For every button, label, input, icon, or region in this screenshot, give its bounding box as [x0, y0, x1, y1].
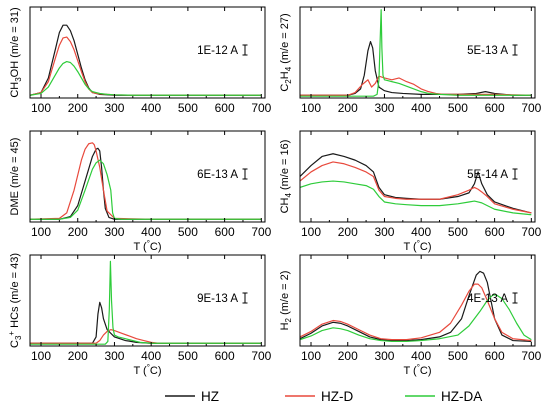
x-tick-label: 500: [448, 349, 468, 363]
x-axis-title: T (°C): [133, 239, 161, 253]
x-axis-title: T (°C): [403, 239, 431, 253]
x-tick-label: 300: [104, 349, 124, 363]
series-line-hz: [30, 24, 262, 96]
x-tick-label: 400: [411, 225, 431, 239]
x-tick-label: 100: [301, 101, 321, 115]
plot-frame: [299, 254, 536, 347]
series-line-hz: [30, 301, 262, 344]
y-axis-title: C2H4 (m/e = 27): [279, 13, 293, 91]
x-axis-title: T (°C): [403, 363, 431, 377]
x-tick-label: 600: [485, 101, 505, 115]
x-tick-label: 100: [31, 225, 51, 239]
x-tick-label: 300: [104, 101, 124, 115]
x-tick-label: 200: [338, 101, 358, 115]
legend-item-hz-da: HZ-DA: [405, 389, 482, 404]
y-axis-title: C3+ HCs (m/e = 43): [7, 253, 23, 348]
x-tick-label: 200: [338, 349, 358, 363]
series-line-hz-da: [30, 60, 262, 96]
x-tick-label: 200: [338, 225, 358, 239]
x-tick-label: 100: [301, 349, 321, 363]
plot-frame: [299, 130, 536, 223]
y-axis-title: DME (m/e = 45): [9, 138, 21, 216]
scale-bar-label: 9E-13 A: [197, 293, 238, 305]
x-tick-label: 500: [448, 101, 468, 115]
x-tick-label: 600: [215, 349, 235, 363]
x-tick-label: 200: [68, 349, 88, 363]
plot-frame: [29, 130, 266, 223]
x-tick-label: 500: [178, 349, 198, 363]
x-tick-label: 100: [301, 225, 321, 239]
y-axis-title: CH4 (m/e = 16): [279, 140, 293, 214]
x-tick-label: 400: [141, 101, 161, 115]
series-line-hz-da: [30, 260, 262, 345]
x-tick-label: 300: [374, 225, 394, 239]
panel-4: 100 200 300 400 500 600 700 T (°C) CH4 (m/e = 16…: [279, 130, 542, 253]
series-line-hz-da: [300, 294, 532, 343]
x-axis-title: T (°C): [133, 363, 161, 377]
series-line-hz: [30, 147, 262, 220]
scale-bar-label: 1E-12 A: [197, 45, 238, 57]
x-tick-label: 700: [251, 225, 271, 239]
panel-6: 100 200 300 400 500 600 700 T (°C) H2 (m/e = 2) 4…: [279, 254, 542, 377]
panel-2: 100 200 300 400 500 600 700 C2H4 (m/e = 27) 5E-1…: [279, 6, 542, 115]
x-tick-label: 700: [521, 349, 541, 363]
x-tick-label: 200: [68, 101, 88, 115]
x-tick-label: 500: [448, 225, 468, 239]
series-line-hz-da: [300, 180, 532, 216]
x-tick-label: 100: [31, 101, 51, 115]
panel-5: 100 200 300 400 500 600 700 T (°C) C3+ HCs (m/e …: [7, 253, 272, 377]
y-axis-title: CH3OH (m/e = 31): [9, 7, 23, 97]
x-tick-label: 500: [178, 101, 198, 115]
plot-frame: [29, 6, 266, 99]
series-line-hz-da: [30, 159, 262, 220]
series-line-hz-da: [300, 9, 532, 97]
x-tick-label: 300: [374, 349, 394, 363]
x-tick-label: 600: [215, 101, 235, 115]
x-tick-label: 400: [411, 101, 431, 115]
x-tick-label: 300: [374, 101, 394, 115]
legend-label: HZ: [201, 389, 219, 404]
series-line-hz-d: [300, 161, 532, 214]
panels: 100 200 300 400 500 600 700 CH3OH (m/e = 31) 1E-…: [7, 6, 542, 377]
x-tick-label: 200: [68, 225, 88, 239]
x-tick-label: 100: [31, 349, 51, 363]
plot-frame: [29, 254, 266, 347]
series-line-hz-d: [30, 142, 262, 220]
x-tick-label: 500: [178, 225, 198, 239]
x-tick-label: 400: [141, 225, 161, 239]
x-tick-label: 700: [251, 101, 271, 115]
scale-bar-label: 6E-13 A: [197, 169, 238, 181]
x-tick-label: 400: [141, 349, 161, 363]
legend-item-hz-d: HZ-D: [285, 389, 353, 404]
legend: HZ HZ-D HZ-DA: [165, 389, 482, 404]
x-tick-label: 700: [521, 225, 541, 239]
y-axis-title: H2 (m/e = 2): [279, 271, 293, 331]
x-tick-label: 700: [251, 349, 271, 363]
legend-label: HZ-DA: [441, 389, 482, 404]
series-line-hz: [300, 270, 532, 343]
scale-bar-label: 5E-14 A: [467, 169, 508, 181]
scale-bar-label: 5E-13 A: [467, 45, 508, 57]
panel-1: 100 200 300 400 500 600 700 CH3OH (m/e = 31) 1E-…: [9, 6, 272, 115]
legend-item-hz: HZ: [165, 389, 219, 404]
series-line-hz: [300, 153, 532, 214]
x-tick-label: 300: [104, 225, 124, 239]
x-tick-label: 600: [485, 349, 505, 363]
series-line-hz-d: [300, 75, 532, 96]
legend-label: HZ-D: [321, 389, 353, 404]
plot-frame: [299, 6, 536, 99]
series-line-hz-d: [30, 329, 262, 344]
x-tick-label: 700: [521, 101, 541, 115]
x-tick-label: 600: [485, 225, 505, 239]
x-tick-label: 400: [411, 349, 431, 363]
x-tick-label: 600: [215, 225, 235, 239]
series-line-hz-d: [300, 283, 532, 342]
panel-3: 100 200 300 400 500 600 700 T (°C) DME (m/e = 45…: [9, 130, 272, 253]
scale-bar-label: 4E-13 A: [467, 293, 508, 305]
